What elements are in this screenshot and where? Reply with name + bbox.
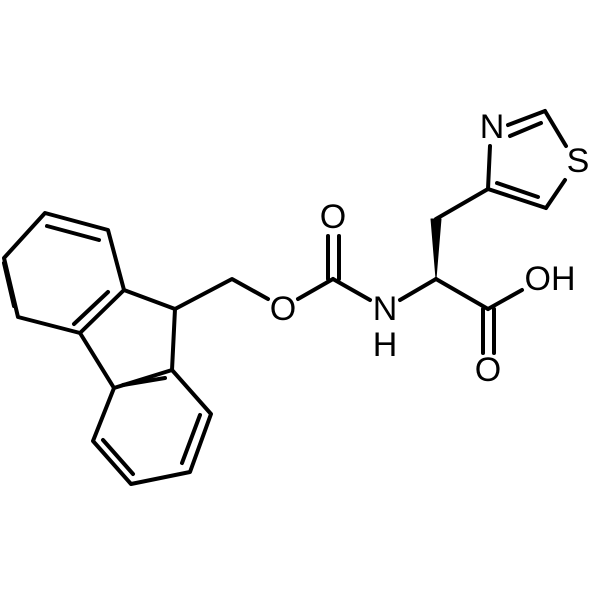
double-bond	[101, 438, 135, 476]
thiazole-bond	[543, 109, 568, 148]
thiazole-bond	[486, 187, 548, 210]
atom-labels: N S O O N H OH O	[270, 108, 590, 389]
double-bond	[180, 413, 202, 465]
thiazole-bond	[495, 181, 540, 199]
chain-bond	[296, 277, 335, 301]
double-bond	[121, 376, 167, 387]
double-bond	[72, 290, 110, 326]
atom-label: O	[475, 351, 501, 389]
chain-bond	[434, 187, 490, 221]
bonds	[2, 109, 568, 486]
atom-label: OH	[525, 260, 576, 298]
wedge-bond	[430, 218, 442, 280]
chain-bond	[331, 277, 372, 302]
chain-bond	[398, 277, 438, 302]
thiazole-bond	[508, 121, 543, 138]
atom-label: H	[373, 326, 398, 364]
lower-benzene	[91, 368, 213, 486]
thiazole-bond	[506, 109, 547, 127]
five-ring	[122, 288, 177, 372]
thiazole-bond	[544, 178, 567, 210]
chain-bond	[173, 277, 270, 311]
chain-bond	[486, 288, 524, 311]
chain-bond	[434, 277, 490, 311]
atom-label: N	[373, 290, 398, 328]
thiazole-bond	[486, 144, 492, 191]
five-ring	[78, 331, 116, 390]
double-bond	[2, 261, 16, 308]
atom-label: O	[320, 198, 346, 236]
atom-label: S	[567, 142, 590, 180]
atom-label: N	[480, 108, 505, 146]
atom-label: O	[270, 290, 296, 328]
double-bond	[45, 224, 101, 242]
